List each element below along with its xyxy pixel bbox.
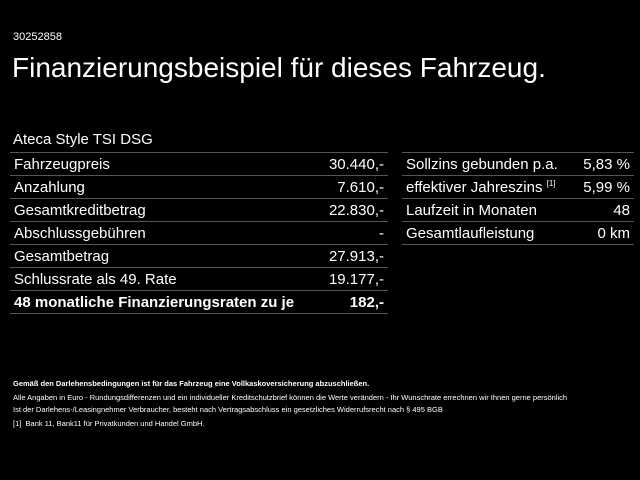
- vehicle-id: 30252858: [13, 31, 62, 43]
- monthly-rate-row: 48 monatliche Finanzierungsraten zu je 18…: [10, 291, 388, 314]
- row-value: 5,99 %: [583, 178, 630, 196]
- page-title: Finanzierungsbeispiel für dieses Fahrzeu…: [12, 52, 546, 83]
- row-label: Sollzins gebunden p.a.: [406, 155, 558, 173]
- table-row: Gesamtbetrag 27.913,-: [10, 245, 388, 268]
- row-label: Abschlussgebühren: [14, 224, 146, 242]
- footnote-mark: [1]: [13, 419, 22, 428]
- row-label: Fahrzeugpreis: [14, 155, 110, 173]
- table-row: Fahrzeugpreis 30.440,-: [10, 153, 388, 176]
- row-value: 7.610,-: [337, 178, 384, 196]
- row-label: Laufzeit in Monaten: [406, 201, 537, 219]
- table-row: Abschlussgebühren -: [10, 222, 388, 245]
- row-value: 182,-: [349, 293, 384, 311]
- row-label: 48 monatliche Finanzierungsraten zu je: [14, 293, 295, 311]
- insurance-note: Gemäß den Darlehensbedingungen ist für d…: [13, 379, 370, 388]
- table-row: Schlussrate als 49. Rate 19.177,-: [10, 268, 388, 291]
- table-row: Sollzins gebunden p.a. 5,83 %: [402, 153, 634, 176]
- row-value: 22.830,-: [328, 201, 384, 219]
- row-value: 5,83 %: [583, 155, 630, 173]
- table-row: Gesamtkreditbetrag 22.830,-: [10, 199, 388, 222]
- footnote-mark: [1]: [546, 178, 556, 188]
- footnote: [1] Bank 11, Bank11 für Privatkunden und…: [13, 419, 205, 428]
- row-label: Schlussrate als 49. Rate: [14, 270, 177, 288]
- row-value: 30.440,-: [328, 155, 384, 173]
- row-value: 19.177,-: [328, 270, 384, 288]
- row-label: Gesamtbetrag: [14, 247, 110, 265]
- financing-table: Fahrzeugpreis 30.440,- Anzahlung 7.610,- G…: [10, 152, 388, 314]
- interest-table: Sollzins gebunden p.a. 5,83 % effektiver …: [402, 152, 634, 245]
- row-value: 0 km: [597, 224, 630, 242]
- row-value: 27.913,-: [328, 247, 384, 265]
- table-row: Anzahlung 7.610,-: [10, 176, 388, 199]
- footnote-text: Bank 11, Bank11 für Privatkunden und Han…: [25, 419, 205, 428]
- table-row: Laufzeit in Monaten 48: [402, 199, 634, 222]
- row-value: -: [379, 224, 384, 242]
- row-value: 48: [613, 201, 630, 219]
- row-label: Anzahlung: [14, 178, 85, 196]
- table-row: Gesamtlaufleistung 0 km: [402, 222, 634, 245]
- row-label: Gesamtlaufleistung: [406, 224, 535, 242]
- table-row: effektiver Jahreszins [1] 5,99 %: [402, 176, 634, 199]
- disclaimer-line: Alle Angaben in Euro - Rundungsdifferenz…: [13, 393, 568, 402]
- disclaimer-line: Ist der Darlehens-/Leasingnehmer Verbrau…: [13, 405, 443, 414]
- model-name: Ateca Style TSI DSG: [13, 131, 153, 148]
- row-label: effektiver Jahreszins: [406, 178, 543, 196]
- row-label: Gesamtkreditbetrag: [14, 201, 146, 219]
